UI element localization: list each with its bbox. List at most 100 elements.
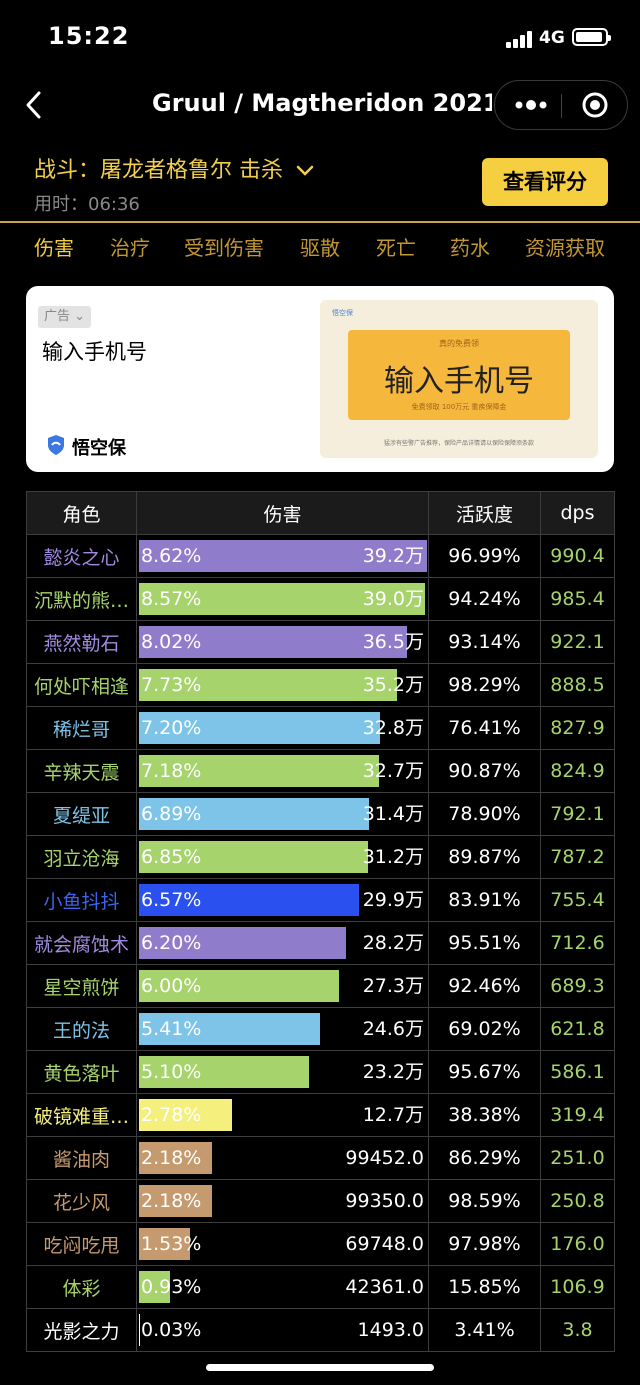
damage-bar: [139, 841, 368, 873]
back-arrow-icon[interactable]: [22, 90, 48, 120]
table-row[interactable]: 小鱼抖抖 6.57% 29.9万 83.91% 755.4: [26, 878, 615, 922]
chevron-down-icon: [296, 165, 314, 176]
table-row[interactable]: 辛辣天震 7.18% 32.7万 90.87% 824.9: [26, 749, 615, 793]
tab-resources[interactable]: 资源获取: [525, 236, 605, 260]
damage-percent: 0.93%: [141, 1276, 202, 1298]
table-row[interactable]: 光影之力 0.03% 1493.0 3.41% 3.8: [26, 1308, 615, 1352]
damage-bar: [139, 1056, 309, 1088]
player-name[interactable]: 酱油肉: [26, 1136, 137, 1180]
player-name[interactable]: 就会腐蚀术: [26, 921, 137, 965]
player-name[interactable]: 辛辣天震: [26, 749, 137, 793]
tab-potions[interactable]: 药水: [450, 236, 490, 260]
player-name[interactable]: 夏缇亚: [26, 792, 137, 836]
activity-value: 92.46%: [428, 964, 541, 1008]
damage-percent: 8.02%: [141, 631, 202, 653]
player-name[interactable]: 小鱼抖抖: [26, 878, 137, 922]
dps-value: 792.1: [540, 792, 615, 836]
table-row[interactable]: 花少风 2.18% 99350.0 98.59% 250.8: [26, 1179, 615, 1223]
dps-value: 824.9: [540, 749, 615, 793]
table-row[interactable]: 何处吓相逢 7.73% 35.2万 98.29% 888.5: [26, 663, 615, 707]
player-name[interactable]: 稀烂哥: [26, 706, 137, 750]
table-row[interactable]: 体彩 0.93% 42361.0 15.85% 106.9: [26, 1265, 615, 1309]
table-row[interactable]: 燕然勒石 8.02% 36.5万 93.14% 922.1: [26, 620, 615, 664]
player-name[interactable]: 羽立沧海: [26, 835, 137, 879]
damage-cell: 0.93% 42361.0: [136, 1265, 429, 1309]
activity-value: 95.51%: [428, 921, 541, 965]
player-name[interactable]: 懿炎之心: [26, 534, 137, 578]
damage-bar: [139, 669, 397, 701]
tab-damage[interactable]: 伤害: [34, 236, 74, 260]
player-name[interactable]: 破镜难重…: [26, 1093, 137, 1137]
table-row[interactable]: 吃闷吃甩 1.53% 69748.0 97.98% 176.0: [26, 1222, 615, 1266]
table-row[interactable]: 就会腐蚀术 6.20% 28.2万 95.51% 712.6: [26, 921, 615, 965]
player-name[interactable]: 体彩: [26, 1265, 137, 1309]
ad-card[interactable]: 广告 ⌄ 输入手机号 悟空保 悟空保 真的免费领 输入手机号 免费领取 100万…: [26, 286, 614, 472]
col-header-damage[interactable]: 伤害: [136, 491, 429, 535]
dps-value: 827.9: [540, 706, 615, 750]
damage-amount: 31.4万: [362, 803, 424, 825]
banner-sub-text: 免费领取 100万元 重疾保障金: [411, 403, 507, 411]
player-name[interactable]: 沉默的熊…: [26, 577, 137, 621]
table-row[interactable]: 夏缇亚 6.89% 31.4万 78.90% 792.1: [26, 792, 615, 836]
player-name[interactable]: 黄色落叶: [26, 1050, 137, 1094]
damage-cell: 0.03% 1493.0: [136, 1308, 429, 1352]
damage-bar: [139, 583, 425, 615]
player-name[interactable]: 王的法: [26, 1007, 137, 1051]
table-row[interactable]: 沉默的熊… 8.57% 39.0万 94.24% 985.4: [26, 577, 615, 621]
table-row[interactable]: 星空煎饼 6.00% 27.3万 92.46% 689.3: [26, 964, 615, 1008]
damage-amount: 69748.0: [345, 1233, 424, 1255]
table-row[interactable]: 懿炎之心 8.62% 39.2万 96.99% 990.4: [26, 534, 615, 578]
more-options-icon[interactable]: [511, 93, 551, 117]
damage-amount: 27.3万: [362, 975, 424, 997]
dps-value: 922.1: [540, 620, 615, 664]
activity-value: 15.85%: [428, 1265, 541, 1309]
damage-amount: 32.7万: [362, 760, 424, 782]
col-header-dps[interactable]: dps: [540, 491, 615, 535]
tab-damage-taken[interactable]: 受到伤害: [184, 236, 264, 260]
battle-duration: 用时：06:36: [34, 194, 140, 215]
damage-percent: 6.00%: [141, 975, 202, 997]
damage-cell: 8.62% 39.2万: [136, 534, 429, 578]
header-divider: [0, 221, 640, 223]
activity-value: 38.38%: [428, 1093, 541, 1137]
damage-bar: [139, 540, 427, 572]
col-header-activity[interactable]: 活跃度: [428, 491, 541, 535]
table-row[interactable]: 酱油肉 2.18% 99452.0 86.29% 251.0: [26, 1136, 615, 1180]
activity-value: 3.41%: [428, 1308, 541, 1352]
player-name[interactable]: 花少风: [26, 1179, 137, 1223]
table-row[interactable]: 稀烂哥 7.20% 32.8万 76.41% 827.9: [26, 706, 615, 750]
view-rating-button[interactable]: 查看评分: [482, 158, 608, 206]
player-name[interactable]: 吃闷吃甩: [26, 1222, 137, 1266]
player-name[interactable]: 星空煎饼: [26, 964, 137, 1008]
tab-dispel[interactable]: 驱散: [300, 236, 340, 260]
damage-bar: [139, 1314, 140, 1346]
dps-value: 990.4: [540, 534, 615, 578]
player-name[interactable]: 光影之力: [26, 1308, 137, 1352]
player-name[interactable]: 何处吓相逢: [26, 663, 137, 707]
col-header-role[interactable]: 角色: [26, 491, 137, 535]
tab-healing[interactable]: 治疗: [110, 236, 150, 260]
damage-amount: 99350.0: [345, 1190, 424, 1212]
damage-percent: 0.03%: [141, 1319, 202, 1341]
damage-cell: 2.78% 12.7万: [136, 1093, 429, 1137]
table-row[interactable]: 王的法 5.41% 24.6万 69.02% 621.8: [26, 1007, 615, 1051]
damage-bar: [139, 1142, 212, 1174]
ad-tag[interactable]: 广告 ⌄: [38, 306, 92, 328]
battle-selector[interactable]: 战斗：屠龙者格鲁尔 击杀: [34, 152, 314, 184]
dps-value: 319.4: [540, 1093, 615, 1137]
ad-banner-image[interactable]: 悟空保 真的免费领 输入手机号 免费领取 100万元 重疾保障金 猛涉有些警广告…: [320, 300, 598, 458]
damage-amount: 24.6万: [362, 1018, 424, 1040]
table-row[interactable]: 羽立沧海 6.85% 31.2万 89.87% 787.2: [26, 835, 615, 879]
damage-table: 角色 伤害 活跃度 dps 懿炎之心 8.62% 39.2万 96.99% 990.4 沉…: [26, 491, 615, 1352]
damage-cell: 7.20% 32.8万: [136, 706, 429, 750]
table-row[interactable]: 黄色落叶 5.10% 23.2万 95.67% 586.1: [26, 1050, 615, 1094]
damage-cell: 6.85% 31.2万: [136, 835, 429, 879]
dps-value: 787.2: [540, 835, 615, 879]
player-name[interactable]: 燕然勒石: [26, 620, 137, 664]
tab-deaths[interactable]: 死亡: [376, 236, 416, 260]
damage-bar: [139, 1185, 212, 1217]
damage-amount: 28.2万: [362, 932, 424, 954]
table-row[interactable]: 破镜难重… 2.78% 12.7万 38.38% 319.4: [26, 1093, 615, 1137]
close-program-icon[interactable]: [581, 91, 609, 119]
activity-value: 96.99%: [428, 534, 541, 578]
